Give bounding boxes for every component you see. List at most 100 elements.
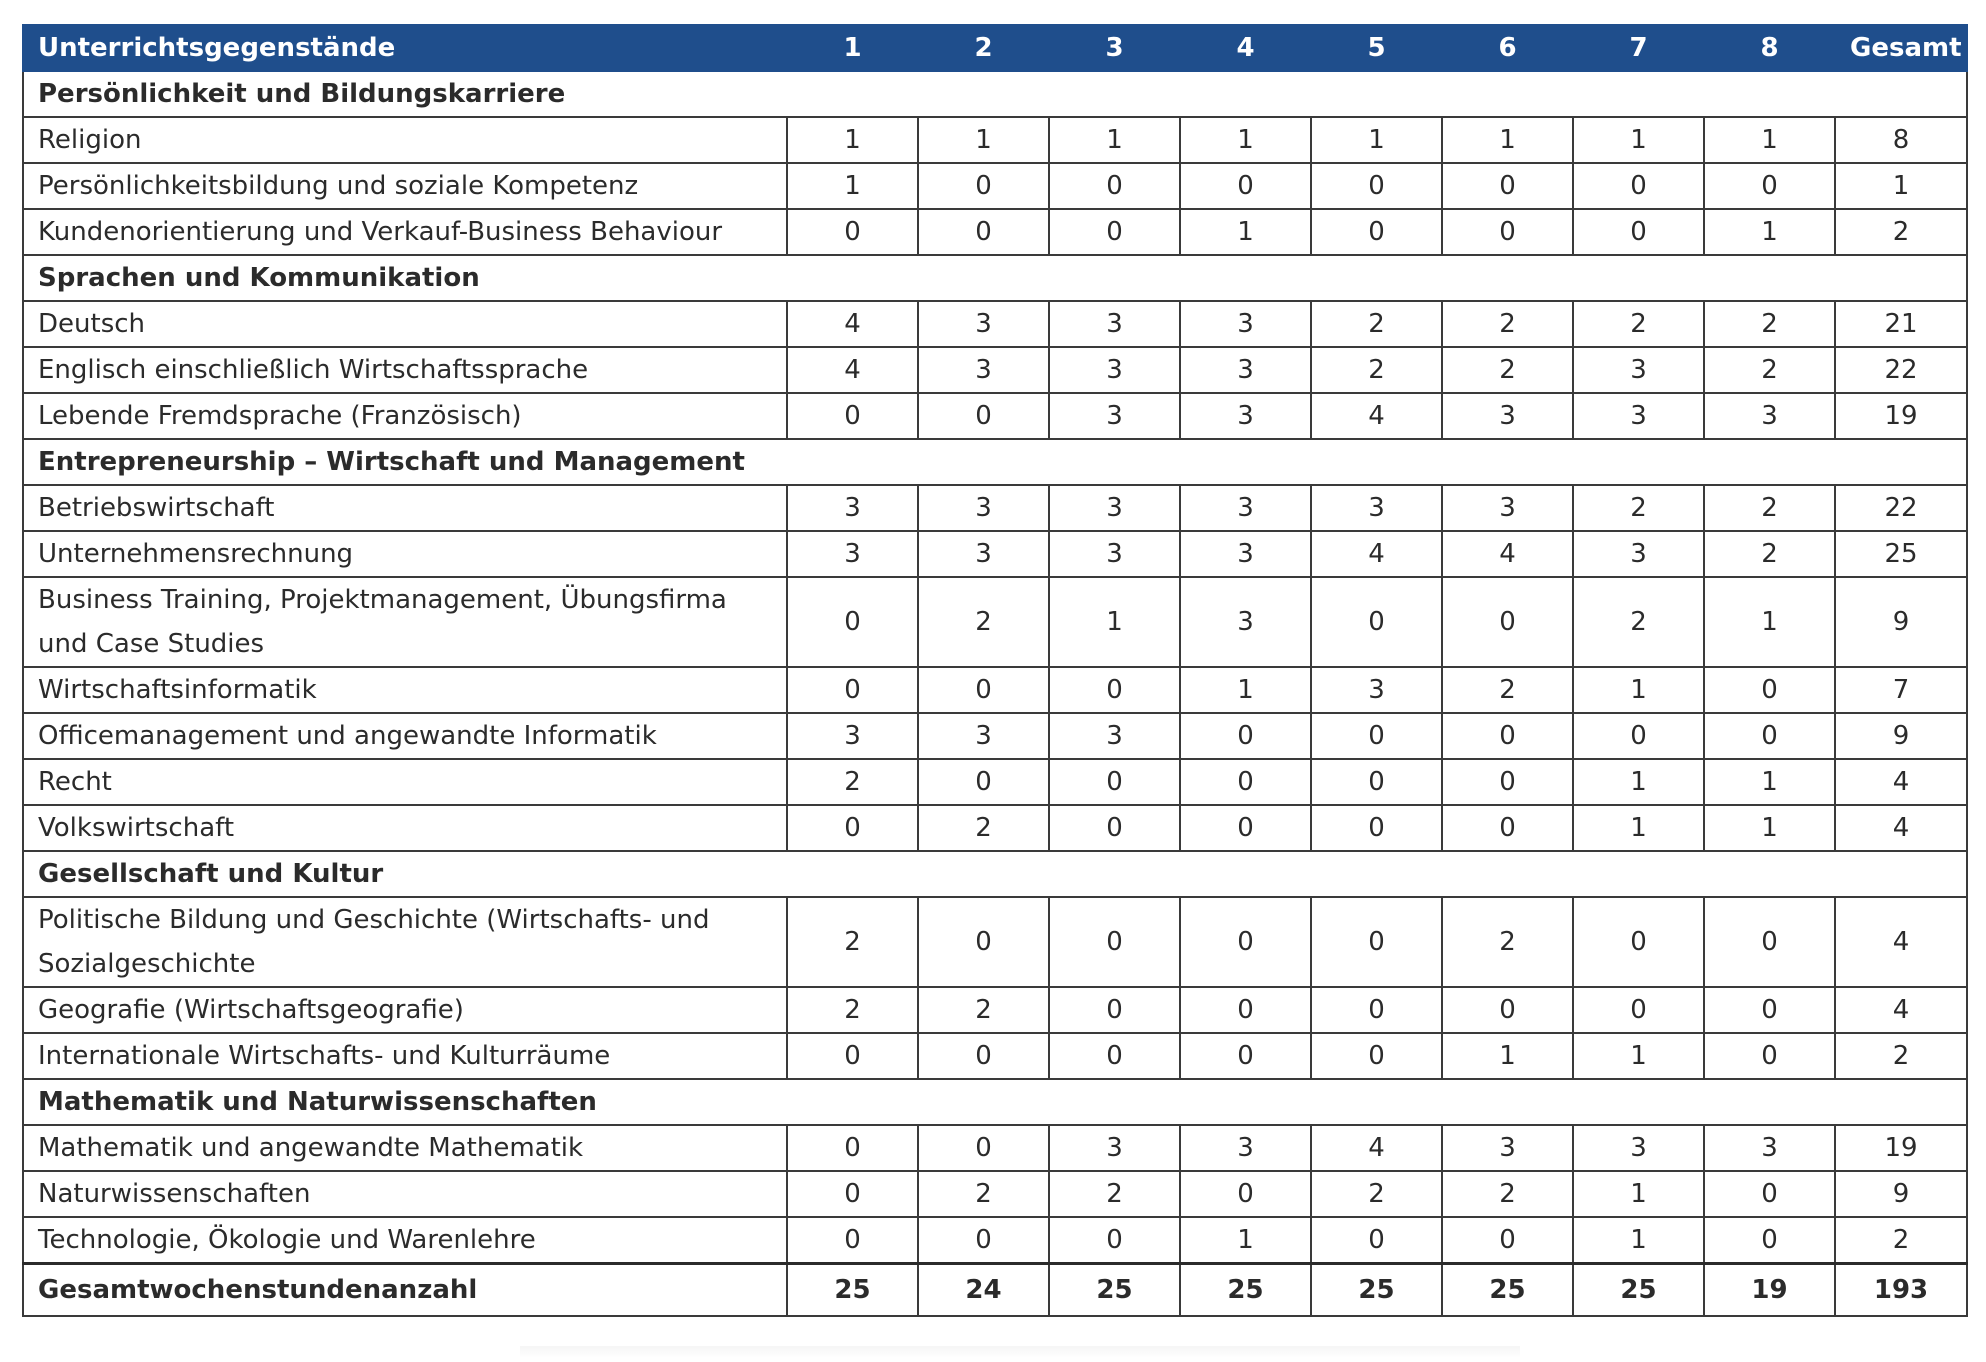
header-year: 2 bbox=[917, 24, 1050, 72]
hours-cell: 2 bbox=[1572, 300, 1705, 348]
hours-cell: 3 bbox=[1048, 484, 1181, 532]
subject-total-cell: 19 bbox=[1834, 392, 1968, 440]
total-label: Gesamtwochenstundenanzahl bbox=[22, 1262, 788, 1317]
hours-cell: 0 bbox=[1310, 162, 1443, 210]
hours-cell: 1 bbox=[1572, 758, 1705, 806]
hours-cell: 0 bbox=[1310, 986, 1443, 1034]
header-year: 5 bbox=[1310, 24, 1443, 72]
hours-cell: 0 bbox=[1179, 758, 1312, 806]
hours-cell: 0 bbox=[1441, 986, 1574, 1034]
subject-row: Unternehmensrechnung 3 3 3 3 4 4 3 2 25 bbox=[22, 530, 1968, 578]
hours-cell: 0 bbox=[1310, 896, 1443, 988]
hours-cell: 0 bbox=[1703, 666, 1836, 714]
subject-label: Business Training, Projektmanagement, Üb… bbox=[22, 576, 788, 668]
hours-cell: 1 bbox=[786, 162, 919, 210]
subject-total-cell: 7 bbox=[1834, 666, 1968, 714]
hours-cell: 2 bbox=[786, 896, 919, 988]
hours-cell: 0 bbox=[1048, 162, 1181, 210]
hours-cell: 2 bbox=[1703, 530, 1836, 578]
hours-cell: 2 bbox=[1441, 896, 1574, 988]
hours-cell: 0 bbox=[786, 1124, 919, 1172]
hours-cell: 2 bbox=[1572, 484, 1705, 532]
total-cell: 25 bbox=[1310, 1262, 1443, 1317]
hours-cell: 3 bbox=[1441, 1124, 1574, 1172]
hours-cell: 0 bbox=[917, 162, 1050, 210]
subject-label: Recht bbox=[22, 758, 788, 806]
header-year: 8 bbox=[1703, 24, 1836, 72]
hours-cell: 0 bbox=[1179, 986, 1312, 1034]
table-footer: Gesamtwochenstundenanzahl 25 24 25 25 25… bbox=[22, 1262, 1968, 1317]
hours-cell: 0 bbox=[917, 1124, 1050, 1172]
hours-cell: 1 bbox=[1572, 1032, 1705, 1080]
grand-total-cell: 193 bbox=[1834, 1262, 1968, 1317]
hours-cell: 3 bbox=[1441, 484, 1574, 532]
subject-row: Betriebswirtschaft 3 3 3 3 3 3 2 2 22 bbox=[22, 484, 1968, 532]
hours-cell: 0 bbox=[917, 896, 1050, 988]
hours-cell: 2 bbox=[1441, 300, 1574, 348]
hours-cell: 0 bbox=[1310, 1032, 1443, 1080]
subject-total-cell: 9 bbox=[1834, 1170, 1968, 1218]
subject-row: Volkswirtschaft 0 2 0 0 0 0 1 1 4 bbox=[22, 804, 1968, 852]
subject-label: Lebende Fremdsprache (Französisch) bbox=[22, 392, 788, 440]
hours-cell: 0 bbox=[1441, 162, 1574, 210]
subject-label: Persönlichkeitsbildung und soziale Kompe… bbox=[22, 162, 788, 210]
hours-cell: 0 bbox=[786, 1216, 919, 1265]
hours-cell: 0 bbox=[1441, 712, 1574, 760]
category-label: Mathematik und Naturwissenschaften bbox=[22, 1078, 1968, 1126]
header-subject: Unterrichtsgegenstände bbox=[22, 24, 788, 72]
total-cell: 25 bbox=[1179, 1262, 1312, 1317]
category-row: Sprachen und Kommunikation bbox=[22, 254, 1968, 302]
hours-cell: 4 bbox=[786, 346, 919, 394]
hours-cell: 4 bbox=[1310, 530, 1443, 578]
category-label: Persönlichkeit und Bildungskarriere bbox=[22, 70, 1968, 118]
hours-cell: 3 bbox=[917, 346, 1050, 394]
subject-total-cell: 9 bbox=[1834, 576, 1968, 668]
hours-cell: 3 bbox=[1179, 1124, 1312, 1172]
subject-label: Internationale Wirtschafts- und Kulturrä… bbox=[22, 1032, 788, 1080]
hours-cell: 1 bbox=[1572, 116, 1705, 164]
hours-cell: 4 bbox=[1310, 1124, 1443, 1172]
hours-cell: 0 bbox=[1048, 758, 1181, 806]
hours-cell: 0 bbox=[1048, 986, 1181, 1034]
hours-cell: 0 bbox=[917, 1032, 1050, 1080]
hours-cell: 0 bbox=[1179, 1170, 1312, 1218]
subject-total-cell: 2 bbox=[1834, 208, 1968, 256]
hours-cell: 2 bbox=[1441, 666, 1574, 714]
hours-cell: 4 bbox=[1310, 392, 1443, 440]
curriculum-table: Unterrichtsgegenstände 1 2 3 4 5 6 7 8 G… bbox=[22, 24, 1968, 1317]
hours-cell: 0 bbox=[917, 208, 1050, 256]
header-total: Gesamt bbox=[1834, 24, 1968, 72]
subject-label: Kundenorientierung und Verkauf-Business … bbox=[22, 208, 788, 256]
subject-total-cell: 9 bbox=[1834, 712, 1968, 760]
hours-cell: 3 bbox=[786, 484, 919, 532]
subject-row: Englisch einschließlich Wirtschaftssprac… bbox=[22, 346, 1968, 394]
subject-total-cell: 22 bbox=[1834, 346, 1968, 394]
hours-cell: 3 bbox=[917, 300, 1050, 348]
hours-cell: 1 bbox=[1703, 804, 1836, 852]
hours-cell: 3 bbox=[1572, 530, 1705, 578]
hours-cell: 1 bbox=[1703, 758, 1836, 806]
hours-cell: 0 bbox=[1703, 1170, 1836, 1218]
hours-cell: 1 bbox=[1703, 576, 1836, 668]
subject-total-cell: 4 bbox=[1834, 758, 1968, 806]
hours-cell: 0 bbox=[917, 758, 1050, 806]
hours-cell: 0 bbox=[1703, 1032, 1836, 1080]
hours-cell: 1 bbox=[1703, 116, 1836, 164]
hours-cell: 3 bbox=[1048, 530, 1181, 578]
hours-cell: 2 bbox=[1703, 346, 1836, 394]
category-row: Persönlichkeit und Bildungskarriere bbox=[22, 70, 1968, 118]
hours-cell: 0 bbox=[1572, 712, 1705, 760]
hours-cell: 4 bbox=[786, 300, 919, 348]
subject-label: Volkswirtschaft bbox=[22, 804, 788, 852]
subject-label: Deutsch bbox=[22, 300, 788, 348]
subject-total-cell: 4 bbox=[1834, 986, 1968, 1034]
hours-cell: 2 bbox=[917, 1170, 1050, 1218]
hours-cell: 3 bbox=[1572, 1124, 1705, 1172]
hours-cell: 0 bbox=[917, 1216, 1050, 1265]
hours-cell: 3 bbox=[1048, 392, 1181, 440]
hours-cell: 3 bbox=[786, 712, 919, 760]
hours-cell: 2 bbox=[1703, 300, 1836, 348]
hours-cell: 2 bbox=[917, 576, 1050, 668]
hours-cell: 3 bbox=[1179, 300, 1312, 348]
subject-label: Geografie (Wirtschaftsgeografie) bbox=[22, 986, 788, 1034]
